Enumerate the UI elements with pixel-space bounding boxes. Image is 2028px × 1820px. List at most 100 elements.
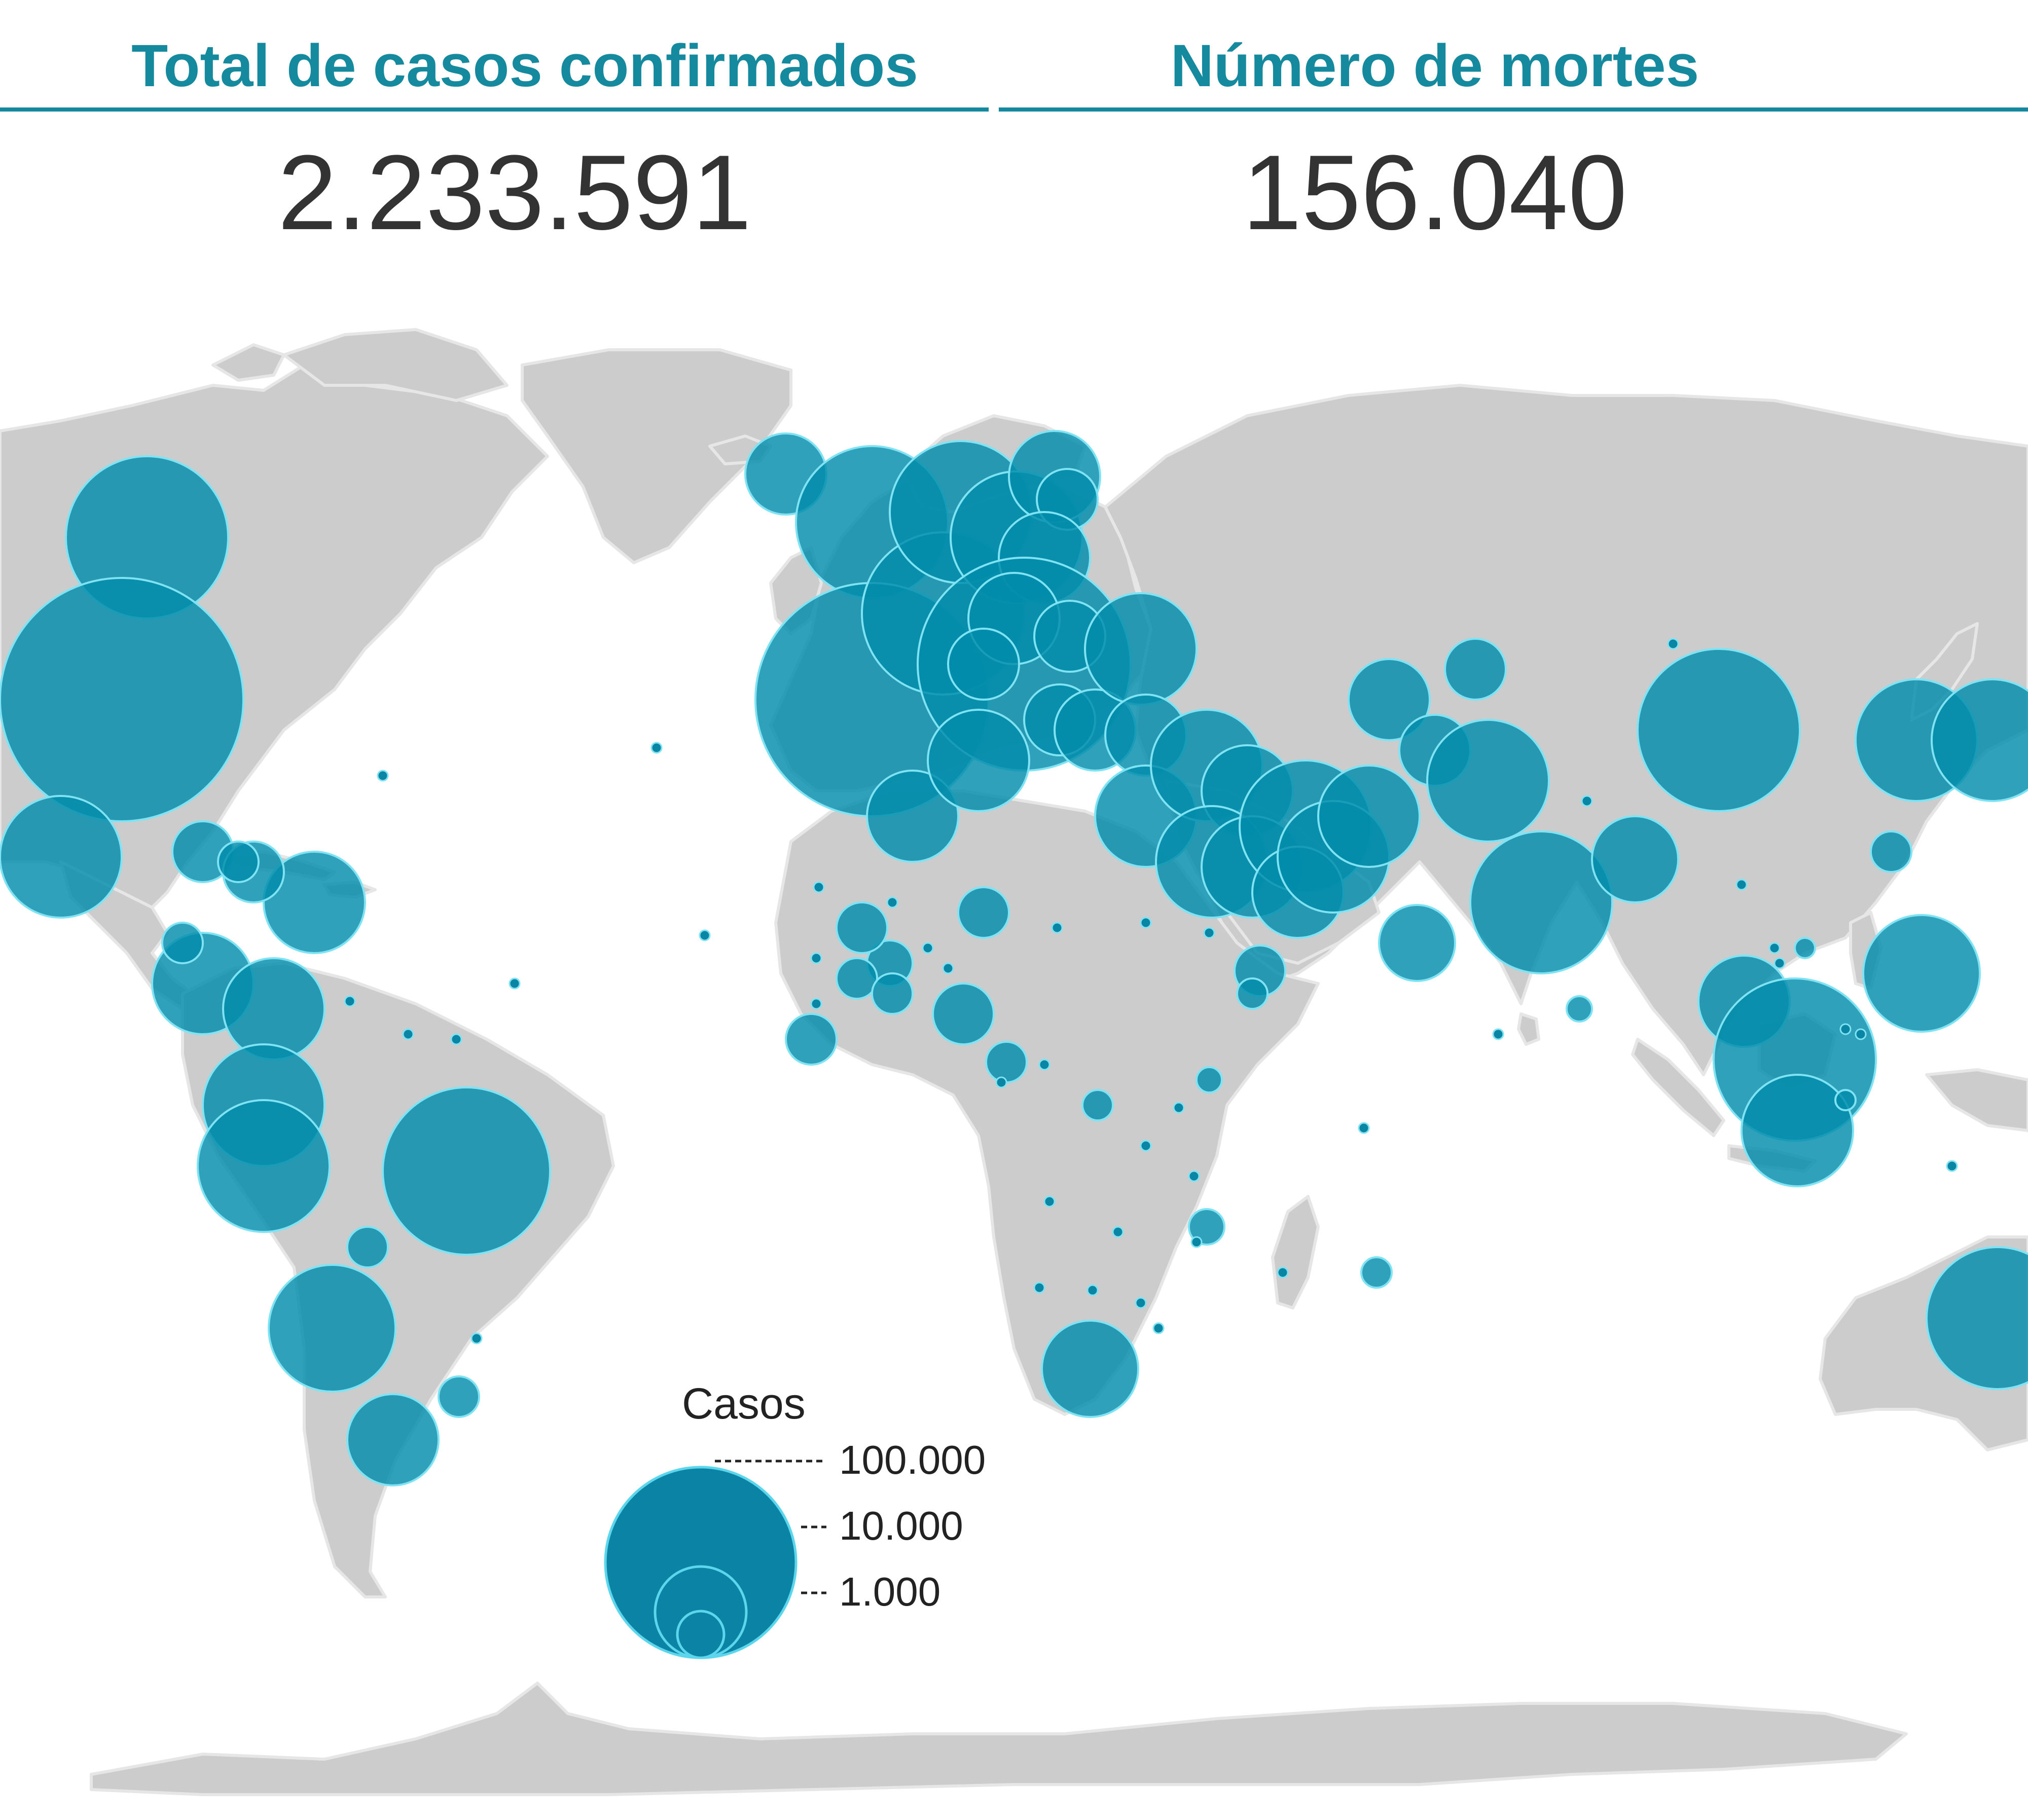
- case-dot: [810, 998, 822, 1010]
- legend-title: Casos: [682, 1379, 806, 1428]
- case-bubble: [1084, 592, 1198, 706]
- case-dot: [1087, 1284, 1099, 1296]
- case-bubble: [1081, 1089, 1114, 1121]
- case-dot: [344, 995, 356, 1007]
- land-greenland: [521, 348, 792, 564]
- case-dot: [1038, 1059, 1051, 1071]
- case-dot: [1140, 1140, 1152, 1152]
- case-dot: [995, 1076, 1007, 1088]
- deaths-value: 156.040: [1242, 133, 1627, 252]
- case-dot: [1203, 927, 1215, 939]
- case-bubble: [346, 1393, 440, 1486]
- case-bubble: [1926, 1246, 2028, 1390]
- deaths-title: Número de mortes: [1170, 32, 1699, 99]
- case-bubble: [268, 1264, 396, 1393]
- case-bubble: [1741, 1074, 1854, 1187]
- case-bubble: [1196, 1066, 1223, 1094]
- case-dot: [942, 962, 954, 974]
- deaths-header-rule: [999, 107, 2028, 112]
- case-bubble: [438, 1375, 480, 1418]
- case-dot: [1358, 1122, 1370, 1134]
- case-dot: [377, 770, 389, 782]
- case-dot: [1173, 1102, 1185, 1114]
- case-dot: [810, 952, 822, 964]
- case-bubble: [1317, 765, 1421, 868]
- case-bubble: [1188, 1208, 1225, 1246]
- case-bubble: [1444, 638, 1507, 701]
- case-bubble: [947, 628, 1020, 701]
- case-bubble: [866, 770, 959, 863]
- case-bubble: [346, 1226, 389, 1268]
- case-dot: [699, 929, 711, 941]
- land-arctic-islands-2: [211, 343, 285, 382]
- case-bubble: [1870, 830, 1912, 873]
- case-bubble: [161, 922, 204, 964]
- world-map: [0, 328, 2028, 1796]
- case-bubble: [1348, 658, 1431, 741]
- case-bubble: [927, 709, 1030, 812]
- case-bubble: [1931, 678, 2028, 802]
- case-dot: [1667, 638, 1679, 650]
- case-dot: [402, 1028, 414, 1040]
- case-bubble: [217, 841, 260, 883]
- case-dot: [1492, 1028, 1504, 1040]
- case-bubble: [0, 795, 123, 919]
- case-bubble: [1469, 830, 1613, 974]
- case-bubble: [1041, 1320, 1139, 1418]
- case-bubble: [1862, 914, 1981, 1033]
- legend-label-10000: 10.000: [839, 1503, 963, 1548]
- legend-circle-1000: [676, 1610, 726, 1659]
- legend-label-1000: 1.000: [839, 1569, 941, 1614]
- case-dot: [650, 742, 663, 754]
- case-bubble: [1637, 648, 1801, 812]
- case-bubble: [1566, 995, 1593, 1023]
- case-bubble: [1378, 904, 1456, 982]
- legend-label-100000: 100.000: [839, 1437, 986, 1482]
- case-dot: [470, 1332, 483, 1344]
- case-dot: [1043, 1195, 1056, 1208]
- case-bubble: [263, 851, 366, 954]
- case-dot: [1051, 922, 1063, 934]
- case-bubble: [836, 901, 888, 954]
- legend-graphic: [604, 1460, 826, 1659]
- land-madagascar: [1271, 1195, 1320, 1309]
- cases-title: Total de casos confirmados: [131, 32, 918, 99]
- case-bubble: [1236, 977, 1269, 1010]
- case-bubble: [785, 1013, 838, 1066]
- case-dot: [1855, 1028, 1867, 1040]
- case-dot: [1581, 795, 1593, 807]
- case-dot: [509, 977, 521, 990]
- land-sri-lanka: [1517, 1012, 1540, 1046]
- cases-header-rule: [0, 107, 989, 112]
- case-bubble: [0, 577, 244, 822]
- case-bubble: [197, 1099, 331, 1233]
- case-bubble: [1834, 1089, 1857, 1111]
- case-dot: [1839, 1023, 1852, 1035]
- case-bubble: [932, 982, 995, 1045]
- case-dot: [1152, 1322, 1165, 1334]
- case-dot: [1946, 1160, 1958, 1172]
- case-bubble: [382, 1086, 551, 1256]
- case-bubble: [1794, 937, 1816, 959]
- case-bubble: [1591, 815, 1679, 903]
- case-bubble: [871, 972, 914, 1015]
- case-dot: [922, 942, 934, 954]
- case-dot: [1188, 1170, 1200, 1182]
- case-dot: [1277, 1266, 1289, 1279]
- cases-value: 2.233.591: [277, 133, 752, 252]
- legend: Casos 100.000 10.000 1.000: [558, 1349, 1065, 1693]
- case-bubble: [985, 1041, 1028, 1083]
- case-dot: [813, 881, 825, 893]
- case-dot: [1735, 879, 1748, 891]
- case-dot: [450, 1033, 462, 1045]
- case-bubbles: [0, 430, 2028, 1486]
- case-bubble: [1360, 1256, 1393, 1289]
- case-dot: [1112, 1226, 1124, 1238]
- case-dot: [1033, 1282, 1045, 1294]
- case-dot: [1140, 917, 1152, 929]
- case-dot: [1773, 957, 1786, 969]
- case-bubble: [957, 886, 1010, 939]
- case-bubble: [1426, 719, 1550, 843]
- land-new-guinea: [1925, 1068, 2028, 1132]
- case-dot: [1190, 1236, 1203, 1248]
